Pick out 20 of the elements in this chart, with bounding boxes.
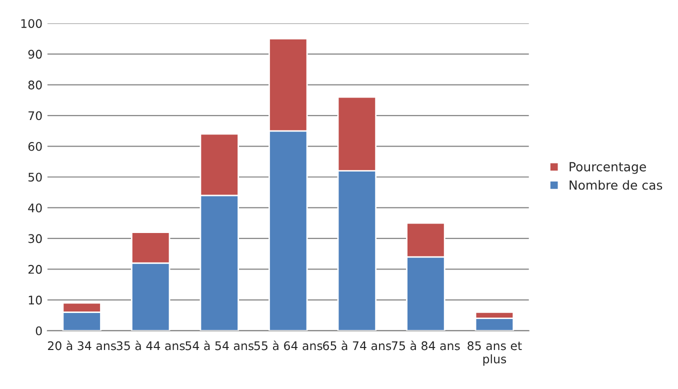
y-tick-label: 60 bbox=[28, 142, 42, 151]
x-tick-label: 35 à 44 ans bbox=[116, 340, 185, 350]
x-tick-label: 85 ans et plus bbox=[468, 341, 522, 366]
x-tick-label: 65 à 74 ans bbox=[323, 340, 392, 350]
y-tick-label: 0 bbox=[36, 326, 42, 336]
y-tick-label: 80 bbox=[28, 80, 42, 90]
x-tick-label: 55 à 64 ans bbox=[254, 340, 322, 350]
y-tick-label: 10 bbox=[28, 296, 42, 305]
x-tick-label: 75 à 84 ans bbox=[392, 340, 460, 350]
y-tick-label: 70 bbox=[28, 111, 42, 120]
y-tick-label: 100 bbox=[21, 19, 42, 28]
y-tick-label: 50 bbox=[28, 172, 42, 182]
x-tick-label: 20 à 34 ans bbox=[48, 340, 116, 350]
y-tick-label: 20 bbox=[28, 264, 42, 274]
y-tick-label: 90 bbox=[28, 50, 42, 59]
legend-label: Nombre de cas bbox=[570, 180, 662, 190]
x-tick-label: 54 à 54 ans bbox=[186, 340, 254, 350]
legend-label: Pourcentage bbox=[570, 162, 646, 174]
y-tick-label: 30 bbox=[28, 234, 42, 244]
y-tick-label: 40 bbox=[28, 203, 42, 212]
